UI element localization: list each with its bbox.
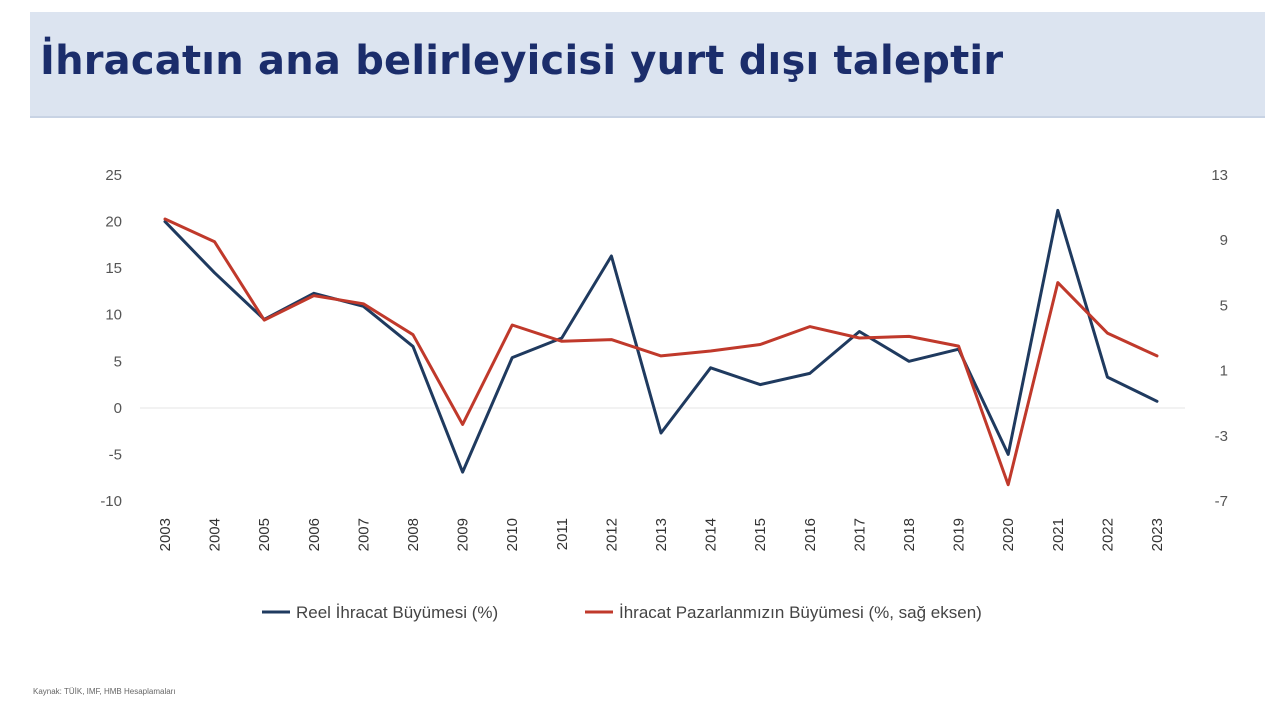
right-axis-tick-label: 1 bbox=[1220, 363, 1228, 380]
right-axis-tick-label: -3 bbox=[1215, 428, 1228, 445]
left-axis-tick-label: 15 bbox=[105, 260, 122, 277]
left-axis-tick-label: 5 bbox=[114, 353, 122, 370]
x-axis-tick-label: 2020 bbox=[1000, 518, 1017, 551]
right-axis-tick-label: -7 bbox=[1215, 493, 1228, 510]
x-axis-tick-label: 2007 bbox=[355, 518, 372, 551]
x-axis-tick-label: 2008 bbox=[405, 518, 422, 551]
x-axis-tick-label: 2016 bbox=[802, 518, 819, 551]
left-axis-tick-label: -10 bbox=[100, 493, 122, 510]
x-axis-tick-label: 2013 bbox=[653, 518, 670, 551]
series-line-ihracat-pazarlari bbox=[163, 217, 1159, 487]
title-bar: İhracatın ana belirleyicisi yurt dışı ta… bbox=[30, 12, 1265, 118]
right-axis-tick-label: 13 bbox=[1211, 167, 1228, 184]
left-axis-ticks: 25 20 15 10 5 0 -5 -10 bbox=[100, 167, 122, 510]
left-axis-tick-label: 20 bbox=[105, 214, 122, 231]
left-axis-tick-label: 25 bbox=[105, 167, 122, 184]
x-axis-tick-label: 2004 bbox=[207, 518, 224, 551]
x-axis-tick-label: 2015 bbox=[752, 518, 769, 551]
x-axis-tick-label: 2010 bbox=[504, 518, 521, 551]
x-axis-tick-label: 2011 bbox=[554, 518, 571, 550]
x-axis-tick-label: 2017 bbox=[851, 518, 868, 551]
x-axis-tick-label: 2014 bbox=[703, 518, 720, 551]
x-axis-tick-label: 2023 bbox=[1149, 518, 1166, 551]
legend-label-pazar: İhracat Pazarlanmızın Büyümesi (%, sağ e… bbox=[619, 603, 982, 622]
left-axis-tick-label: 10 bbox=[105, 307, 122, 324]
x-axis-tick-label: 2009 bbox=[455, 518, 472, 551]
x-axis-tick-label: 2003 bbox=[157, 518, 174, 551]
series-line-reel-ihracat bbox=[163, 208, 1159, 474]
x-axis-tick-label: 2021 bbox=[1050, 518, 1067, 551]
x-axis-tick-label: 2022 bbox=[1099, 518, 1116, 551]
source-note: Kaynak: TÜİK, IMF, HMB Hesaplamaları bbox=[33, 687, 176, 696]
x-axis-tick-label: 2019 bbox=[951, 518, 968, 551]
x-axis-tick-label: 2005 bbox=[256, 518, 273, 551]
x-axis-ticks: 2003 2004 2005 2006 2007 2008 2009 2010 2011 2012… bbox=[157, 518, 1166, 551]
series-lines bbox=[163, 208, 1159, 487]
x-axis-tick-label: 2006 bbox=[306, 518, 323, 551]
x-axis-tick-label: 2018 bbox=[901, 518, 918, 551]
x-axis-tick-label: 2012 bbox=[603, 518, 620, 551]
left-axis-tick-label: -5 bbox=[109, 446, 122, 463]
page-title: İhracatın ana belirleyicisi yurt dışı ta… bbox=[40, 38, 1004, 84]
right-axis-tick-label: 5 bbox=[1220, 297, 1228, 314]
legend: Reel İhracat Büyümesi (%) İhracat Pazarl… bbox=[262, 603, 982, 622]
right-axis-ticks: 13 9 5 1 -3 -7 bbox=[1211, 167, 1228, 510]
legend-label-reel: Reel İhracat Büyümesi (%) bbox=[296, 603, 498, 622]
left-axis-tick-label: 0 bbox=[114, 400, 122, 417]
right-axis-tick-label: 9 bbox=[1220, 232, 1228, 249]
